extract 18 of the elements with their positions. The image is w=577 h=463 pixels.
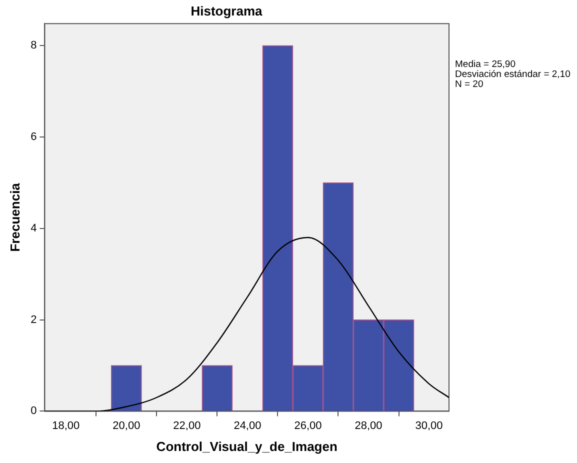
x-tick-label: 18,00 — [52, 420, 80, 432]
x-tick-label: 20,00 — [112, 420, 140, 432]
text: Desviación estándar = 2,10 — [455, 68, 570, 80]
x-tick-label: 28,00 — [354, 420, 382, 432]
x-tick-label: 24,00 — [234, 420, 262, 432]
text: N = 20 — [455, 78, 484, 90]
x-axis-title: Control_Visual_y_de_Imagen — [156, 438, 338, 454]
x-tick-label: 30,00 — [415, 420, 443, 432]
y-tick-label: 8 — [30, 40, 37, 52]
y-tick-label: 2 — [30, 314, 37, 326]
y-tick-label: 4 — [30, 222, 37, 234]
x-tick-label: 22,00 — [173, 420, 201, 432]
y-axis-title: Frecuencia — [7, 182, 22, 252]
chart-title: Histograma — [190, 3, 264, 18]
x-tick-label: 26,00 — [294, 420, 322, 432]
y-tick-label: 6 — [30, 130, 37, 143]
text: Media = 25,90 — [455, 58, 516, 70]
y-tick-label: 0 — [30, 405, 37, 418]
